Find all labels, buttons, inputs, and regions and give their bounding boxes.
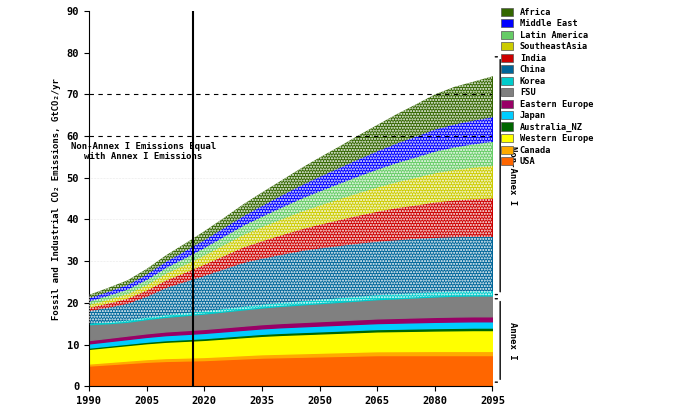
Text: Non-Annex I: Non-Annex I	[508, 146, 517, 205]
Y-axis label: Fossil and Industrial CO₂ Emissions, GtCO₂/yr: Fossil and Industrial CO₂ Emissions, GtC…	[52, 78, 61, 320]
Text: Annex I: Annex I	[508, 322, 517, 359]
Legend: Africa, Middle East, Latin America, SoutheastAsia, India, China, Korea, FSU, Eas: Africa, Middle East, Latin America, Sout…	[501, 8, 593, 166]
Text: Non-Annex I Emissions Equal
with Annex I Emissions: Non-Annex I Emissions Equal with Annex I…	[71, 142, 216, 161]
